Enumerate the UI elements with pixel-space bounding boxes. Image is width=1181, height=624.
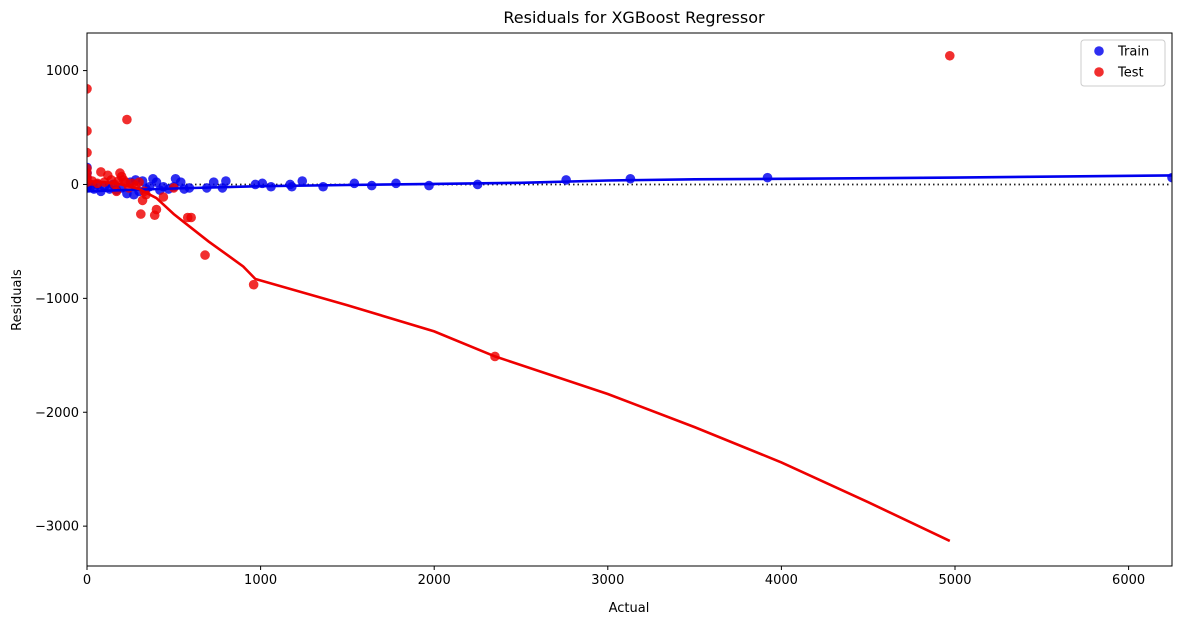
point-train [297,176,308,186]
plot-frame [86,32,1173,567]
point-test [248,279,259,290]
fit-line-train [87,174,1172,193]
y-tick-label: 0 [71,178,79,193]
point-test [122,114,132,125]
point-test [87,84,92,94]
point-test [87,126,92,136]
point-test [186,212,196,223]
x-tick-label: 1000 [244,573,277,588]
x-tick-label: 3000 [591,573,624,588]
axes: 0 1000 2000 3000 4000 5000 6000 1000 0 −1000 −2000… [35,32,1173,588]
point-train [424,180,434,191]
legend-label-test: Test [1117,66,1144,81]
point-test [944,50,955,61]
y-tick-label: −1000 [35,292,79,307]
point-train [151,177,162,187]
point-test [136,209,146,219]
point-test [200,250,210,260]
chart-title: Residuals for XGBoost Regressor [503,8,765,27]
legend-label-train: Train [1117,45,1149,60]
point-train [625,173,636,184]
legend-marker-test [1094,67,1104,77]
point-test [87,147,92,158]
y-tick-label: 1000 [46,64,79,79]
y-axis-label: Residuals [10,269,25,331]
point-train [561,175,571,185]
point-train [208,177,219,187]
x-tick-label: 6000 [1112,573,1145,588]
fit-line-test [87,179,951,543]
y-tick-label: −2000 [35,406,79,421]
x-tick-label: 4000 [765,573,798,588]
x-tick-label: 2000 [418,573,451,588]
x-tick-label: 0 [83,573,91,588]
point-test [151,204,162,215]
point-train [221,176,231,186]
point-train [349,178,360,189]
x-axis-label: Actual [609,601,650,616]
point-test [134,177,144,187]
x-tick-label: 5000 [938,573,971,588]
legend: Train Test [1080,39,1166,87]
point-train [318,181,328,192]
y-tick-label: −3000 [35,520,79,535]
plot-area [87,50,1172,543]
point-test [158,192,169,202]
legend-marker-train [1094,46,1104,56]
